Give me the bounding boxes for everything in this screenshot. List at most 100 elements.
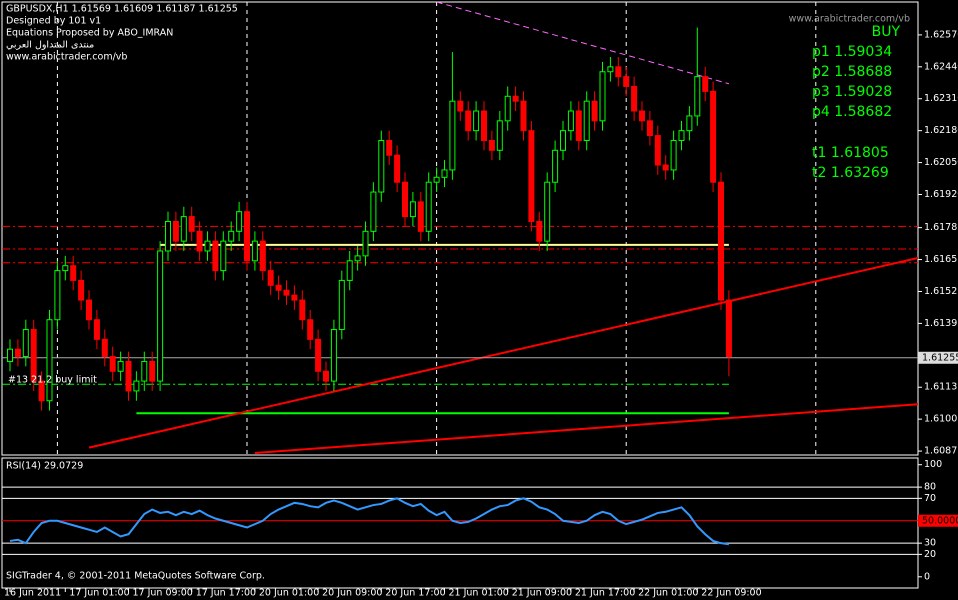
candle-body xyxy=(204,240,211,252)
x-tick-label: 21 Jun 17:00 xyxy=(575,588,635,599)
candle-body xyxy=(283,289,290,296)
y-tick-label: 1.60875 xyxy=(924,446,958,457)
x-tick-label: 17 Jun 01:00 xyxy=(69,588,129,599)
symbol-line: GBPUSDX,H1 1.61569 1.61609 1.61187 1.612… xyxy=(6,4,238,15)
candle-body xyxy=(433,176,440,183)
candle-body xyxy=(291,294,298,301)
candle-body xyxy=(725,299,732,358)
equations: Equations Proposed by ABO_IMRAN xyxy=(6,28,173,39)
y-tick-label: 1.61395 xyxy=(924,318,958,329)
rsi-level-box xyxy=(918,514,958,527)
rsi-plot xyxy=(2,486,918,555)
candle-body xyxy=(544,181,551,242)
candle-body xyxy=(718,181,724,301)
signal-entry: p3 1.59028 xyxy=(812,84,892,100)
candle-body xyxy=(386,139,393,156)
candle-body xyxy=(591,100,598,122)
level-line xyxy=(88,256,918,449)
candle-body xyxy=(488,139,495,151)
candle-body xyxy=(512,95,519,102)
order-label: #13 21.2 buy limit xyxy=(8,375,97,386)
candle-body xyxy=(441,169,448,178)
candle-body xyxy=(402,181,408,218)
candle-body xyxy=(212,240,219,272)
candle-body xyxy=(496,120,503,151)
candle-body xyxy=(520,100,527,132)
candle-body xyxy=(710,90,717,183)
x-tick-label: 17 Jun 09:00 xyxy=(133,588,193,599)
copyright: SIGTrader 4, © 2001-2011 MetaQuotes Soft… xyxy=(6,571,265,582)
price-label: 1.61255 xyxy=(922,352,958,363)
signal-target: t1 1.61805 xyxy=(812,145,889,161)
candle-body xyxy=(607,66,614,73)
candle-body xyxy=(101,338,108,358)
candle-body xyxy=(425,181,432,232)
candle-body xyxy=(330,329,337,382)
candle-body xyxy=(86,299,92,321)
x-tick-label: 22 Jun 01:00 xyxy=(638,588,698,599)
signal-target: t2 1.63269 xyxy=(812,165,889,181)
candle-body xyxy=(172,221,179,242)
candle-body xyxy=(615,66,622,78)
candle-body xyxy=(149,360,156,382)
candle-body xyxy=(267,270,274,286)
candle-body xyxy=(536,221,543,242)
candle-body xyxy=(354,255,361,262)
candle-body xyxy=(394,154,401,183)
candle-body xyxy=(180,216,187,242)
candle-body xyxy=(465,110,472,132)
candle-body xyxy=(639,110,645,122)
designed: Designed by 101 v1 xyxy=(6,16,101,27)
candle-body xyxy=(504,95,511,122)
rsi-tick-label: 70 xyxy=(924,493,936,504)
rsi-tick-label: 20 xyxy=(924,549,936,560)
candle-body xyxy=(46,319,53,402)
candle-body xyxy=(583,100,590,141)
candle-body xyxy=(141,360,148,382)
candle-body xyxy=(631,85,638,112)
candle-body xyxy=(567,110,574,132)
candle-body xyxy=(251,240,258,262)
candle-body xyxy=(678,130,685,141)
candle-body xyxy=(654,135,661,166)
candle-body xyxy=(125,360,132,392)
rsi-tick-label: 30 xyxy=(924,538,936,549)
x-tick-label: 21 Jun 09:00 xyxy=(512,588,572,599)
candle-body xyxy=(662,164,669,171)
candle-body xyxy=(417,201,424,232)
forum: منتدى المتداول العربي xyxy=(6,40,94,51)
candle-body xyxy=(694,76,701,117)
candle-body xyxy=(528,130,535,223)
candle-body xyxy=(196,230,203,252)
candle-body xyxy=(117,360,124,372)
rsi-title: RSI(14) 29.0729 xyxy=(6,461,83,472)
y-tick-label: 1.61655 xyxy=(924,254,958,265)
price-plot xyxy=(2,2,918,455)
candle-body xyxy=(362,230,369,257)
candle-body xyxy=(244,211,250,262)
signal-entry: p2 1.58688 xyxy=(812,64,892,80)
y-tick-label: 1.61135 xyxy=(924,382,958,393)
x-tick-label: 21 Jun 01:00 xyxy=(449,588,509,599)
candle-body xyxy=(323,370,329,382)
candle-body xyxy=(370,191,377,232)
candle-body xyxy=(686,115,693,132)
candle-body xyxy=(22,329,29,358)
candle-body xyxy=(109,356,116,372)
candle-body xyxy=(157,250,164,382)
signal-action: BUY xyxy=(872,24,901,40)
candle-body xyxy=(299,299,306,321)
rsi-level-label: 50.0000 xyxy=(922,515,958,526)
candle-body xyxy=(409,201,416,218)
candle-body xyxy=(449,100,456,171)
candle-body xyxy=(560,130,566,151)
y-tick-label: 1.61920 xyxy=(924,189,958,200)
y-tick-label: 1.62440 xyxy=(924,61,958,72)
candle-body xyxy=(14,348,21,358)
candle-body xyxy=(275,284,282,291)
level-line xyxy=(254,403,918,455)
x-tick-label: 20 Jun 17:00 xyxy=(385,588,445,599)
candle-body xyxy=(378,139,385,193)
candle-body xyxy=(228,230,235,242)
